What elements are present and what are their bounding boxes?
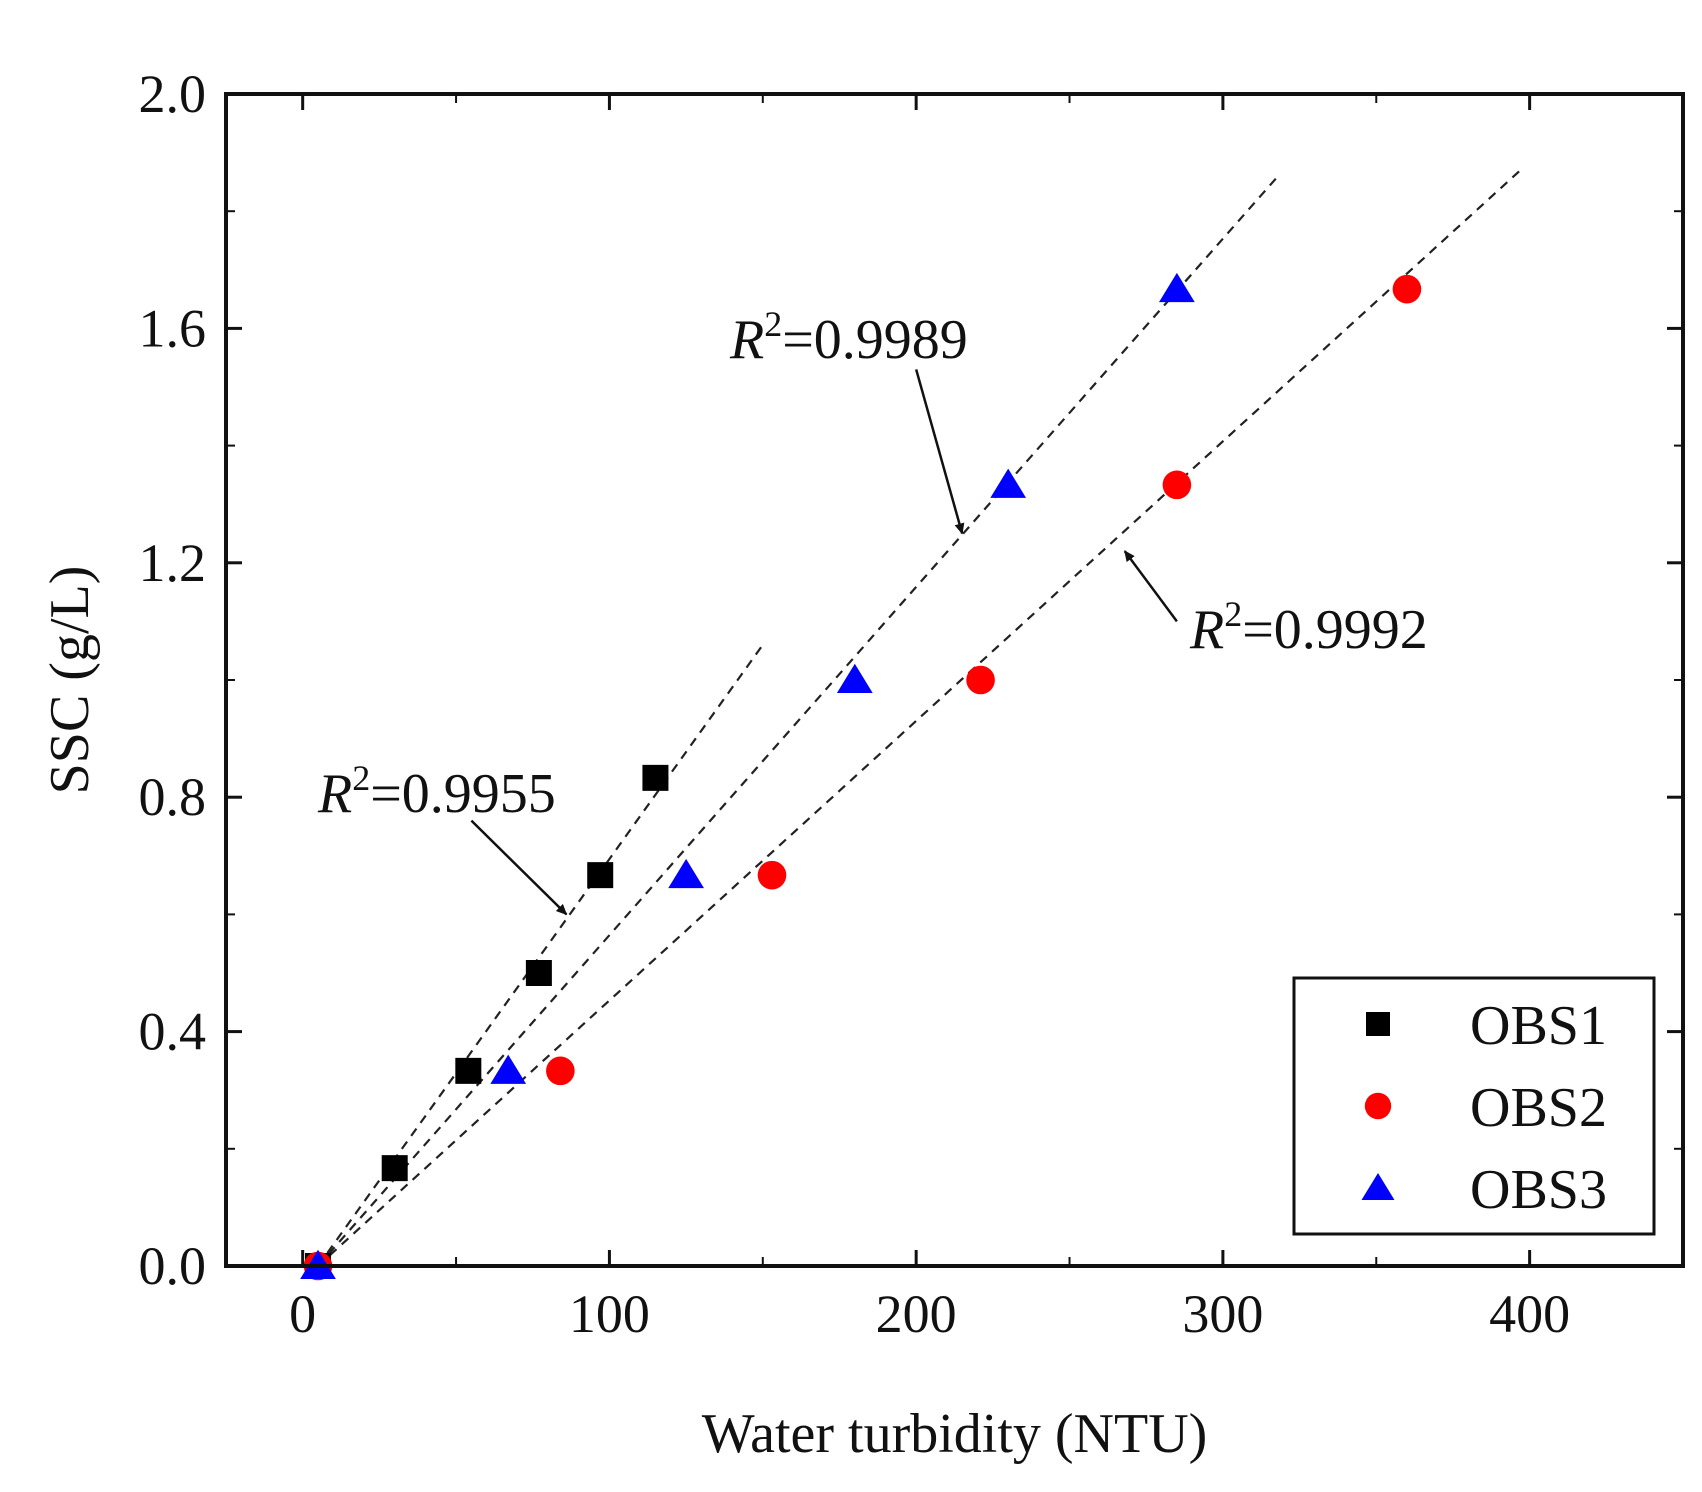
legend-marker-obs3	[1361, 1173, 1395, 1200]
x-axis-title: Water turbidity (NTU)	[702, 1403, 1208, 1465]
data-point-obs3	[668, 858, 704, 889]
legend-label-obs1: OBS1	[1470, 995, 1607, 1057]
data-point-obs2	[1162, 470, 1192, 500]
annotation-r-symbol: R	[317, 763, 352, 825]
annotation-r-symbol: R	[1189, 599, 1224, 661]
annotation-label-3: R2=0.9992	[1189, 594, 1428, 661]
annotation-arrow-1	[470, 819, 568, 916]
y-tick-label: 0.4	[139, 1002, 207, 1062]
legend-marker-obs1	[1366, 1012, 1390, 1036]
legend-label-obs2: OBS2	[1470, 1077, 1607, 1139]
fit-line-obs3	[317, 175, 1279, 1267]
annotation-label-2: R2=0.9989	[729, 304, 968, 371]
data-point-obs1	[642, 764, 669, 791]
data-point-obs3	[490, 1054, 527, 1084]
y-axis-title: SSC (g/L)	[39, 566, 101, 795]
annotation-superscript: 2	[352, 758, 370, 798]
data-point-obs2	[1392, 274, 1422, 304]
annotation-arrow-3	[1123, 550, 1178, 623]
legend-marker-obs2	[1364, 1092, 1392, 1120]
x-tick-label: 200	[876, 1284, 957, 1344]
legend: OBS1 OBS2 OBS3	[1292, 976, 1656, 1236]
annotation-r-symbol: R	[729, 309, 764, 371]
data-point-obs1	[381, 1155, 408, 1182]
legend-label-obs3: OBS3	[1470, 1159, 1607, 1221]
annotation-label-1: R2=0.9955	[317, 758, 556, 825]
x-tick-label: 100	[569, 1284, 650, 1344]
annotation-value: =0.9989	[782, 309, 968, 371]
annotation-superscript: 2	[764, 304, 782, 344]
data-point-obs3	[990, 468, 1027, 498]
y-tick-label: 0.0	[139, 1236, 207, 1296]
y-tick-label: 1.2	[139, 533, 207, 593]
y-tick-label: 1.6	[139, 298, 207, 358]
x-tick-label: 300	[1182, 1284, 1263, 1344]
data-point-obs1	[525, 960, 552, 986]
data-point-obs3	[836, 663, 873, 693]
y-tick-label: 0.8	[139, 767, 207, 827]
data-point-obs2	[757, 860, 787, 890]
legend-box	[1292, 976, 1656, 1236]
axes-frame: 0 100 200 300 400 0.0 0.4 0.8 1.2 1.6 2.0	[139, 64, 1685, 1344]
x-tick-label: 0	[289, 1284, 316, 1344]
x-tick-label: 400	[1489, 1284, 1570, 1344]
annotation-superscript: 2	[1224, 594, 1242, 634]
data-point-obs2	[966, 665, 995, 695]
annotation-value: =0.9955	[370, 763, 556, 825]
y-tick-label: 2.0	[139, 64, 207, 124]
data-point-obs1	[455, 1057, 482, 1084]
data-point-obs1	[587, 862, 614, 889]
fit-lines	[317, 169, 1522, 1267]
data-point-obs2	[546, 1056, 575, 1086]
annotation-value: =0.9992	[1242, 599, 1428, 661]
data-point-obs3	[1159, 272, 1195, 303]
annotation-arrow-2	[914, 369, 965, 535]
